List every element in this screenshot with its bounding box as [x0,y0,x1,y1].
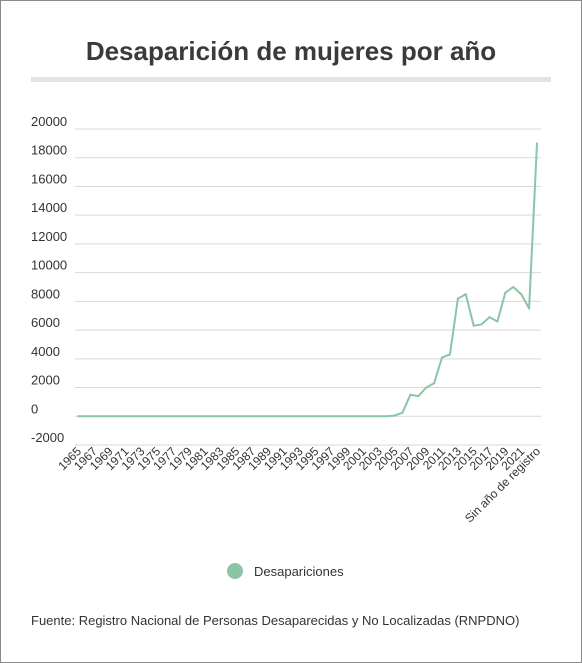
data-point[interactable] [377,415,380,418]
data-point[interactable] [108,415,111,418]
data-point[interactable] [346,415,349,418]
data-point[interactable] [441,356,444,359]
data-point[interactable] [401,411,404,414]
y-tick-label: 14000 [31,200,67,215]
data-point[interactable] [235,415,238,418]
data-point[interactable] [84,415,87,418]
data-point[interactable] [314,415,317,418]
data-point[interactable] [480,323,483,326]
legend-swatch-desapariciones [227,563,243,579]
y-tick-label: 10000 [31,258,67,273]
data-point[interactable] [251,415,254,418]
data-point[interactable] [512,286,515,288]
data-point[interactable] [528,307,531,310]
source-note: Fuente: Registro Nacional de Personas De… [31,613,520,628]
data-point[interactable] [219,415,222,418]
data-point[interactable] [156,415,159,418]
data-point[interactable] [179,415,182,418]
data-point[interactable] [385,415,388,418]
data-point[interactable] [456,297,459,300]
data-point[interactable] [187,415,190,418]
data-point[interactable] [100,415,103,418]
data-point[interactable] [274,415,277,418]
data-point[interactable] [282,415,285,418]
data-point[interactable] [132,415,135,418]
data-point[interactable] [488,316,491,319]
y-tick-label: 4000 [31,344,60,359]
legend[interactable]: Desapariciones [227,562,344,580]
data-point[interactable] [259,415,262,418]
data-point[interactable] [92,415,95,418]
y-tick-label: 6000 [31,315,60,330]
data-point[interactable] [417,395,420,398]
y-tick-label: 20000 [31,114,67,129]
data-point[interactable] [124,415,127,418]
data-point[interactable] [171,415,174,418]
data-point[interactable] [338,415,341,418]
data-point[interactable] [496,320,499,323]
data-point[interactable] [520,293,523,296]
data-point[interactable] [211,415,214,418]
chart-title: Desaparición de mujeres por año [85,36,497,66]
data-point[interactable] [243,415,246,418]
series-line-desapariciones[interactable] [78,143,538,418]
title-divider [31,77,551,82]
data-point[interactable] [322,415,325,418]
data-point[interactable] [148,415,151,418]
data-point[interactable] [361,415,364,418]
legend-label-desapariciones: Desapariciones [254,563,344,579]
data-point[interactable] [330,415,333,418]
data-point[interactable] [266,415,269,418]
y-tick-label: 18000 [31,143,67,158]
data-point[interactable] [448,353,451,356]
data-point[interactable] [77,415,79,418]
y-tick-label: -2000 [31,430,64,445]
data-point[interactable] [425,386,428,389]
y-tick-label: 2000 [31,373,60,388]
data-point[interactable] [195,415,198,418]
data-point[interactable] [464,293,467,296]
y-tick-label: 0 [31,401,38,416]
y-tick-label: 8000 [31,286,60,301]
data-point[interactable] [290,415,293,418]
data-point[interactable] [393,414,396,417]
data-point[interactable] [369,415,372,418]
y-tick-label: 16000 [31,171,67,186]
data-point[interactable] [433,382,436,385]
y-tick-label: 12000 [31,229,67,244]
data-point[interactable] [353,415,356,418]
data-point[interactable] [536,142,538,145]
data-point[interactable] [227,415,230,418]
data-point[interactable] [164,415,167,418]
data-point[interactable] [203,415,206,418]
data-point[interactable] [116,415,119,418]
data-point[interactable] [140,415,143,418]
data-point[interactable] [472,324,475,327]
data-point[interactable] [306,415,309,418]
data-point[interactable] [409,393,412,396]
data-point[interactable] [298,415,301,418]
data-point[interactable] [504,291,507,294]
